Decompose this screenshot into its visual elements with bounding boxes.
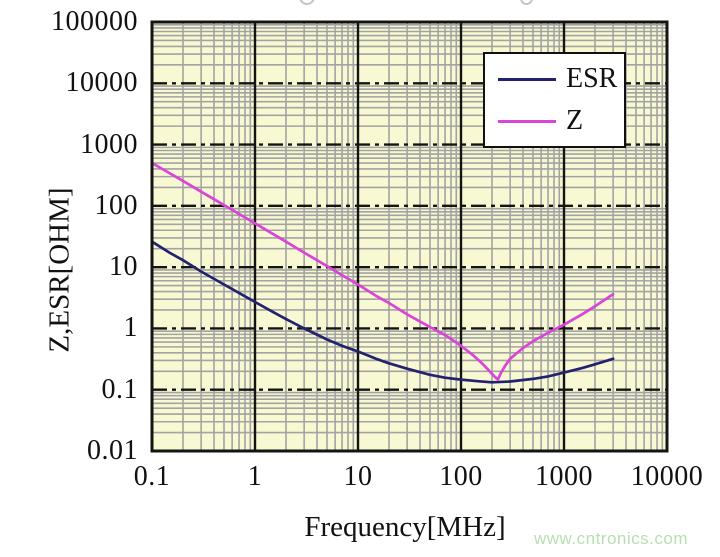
- watermark-text: www.cntronics.com: [534, 529, 688, 548]
- legend-entry-esr: ESR: [498, 65, 624, 93]
- y-tick-label: 10000: [65, 67, 138, 98]
- x-tick-label: 0.1: [133, 461, 171, 492]
- plot-frame: [150, 20, 669, 453]
- z-line-swatch: [498, 119, 556, 123]
- y-axis-label: Z,ESR[OHM]: [43, 187, 76, 353]
- esr-line-swatch: [498, 77, 556, 81]
- y-tick-label: 1: [123, 312, 138, 343]
- x-tick-label: 10: [343, 461, 373, 492]
- y-tick-label: 1000: [80, 129, 138, 160]
- x-tick-label: 10000: [630, 461, 704, 492]
- series-curves: [150, 161, 615, 384]
- legend-label: ESR: [566, 63, 618, 94]
- y-tick-label: 0.1: [101, 374, 138, 405]
- minor-gridlines: [152, 22, 667, 451]
- y-tick-label: 100000: [51, 6, 138, 37]
- y-tick-label: 100: [94, 190, 138, 221]
- x-tick-label: 1000: [535, 461, 593, 492]
- chart-legend: ESR Z: [483, 52, 626, 148]
- y-tick-label: 0.01: [87, 435, 138, 466]
- legend-label: Z: [566, 105, 584, 136]
- x-axis-label: Frequency[MHz]: [304, 511, 506, 543]
- x-tick-label: 100: [439, 461, 483, 492]
- legend-entry-z: Z: [498, 107, 624, 135]
- y-tick-label: 10: [109, 251, 138, 282]
- x-tick-label: 1: [247, 461, 263, 492]
